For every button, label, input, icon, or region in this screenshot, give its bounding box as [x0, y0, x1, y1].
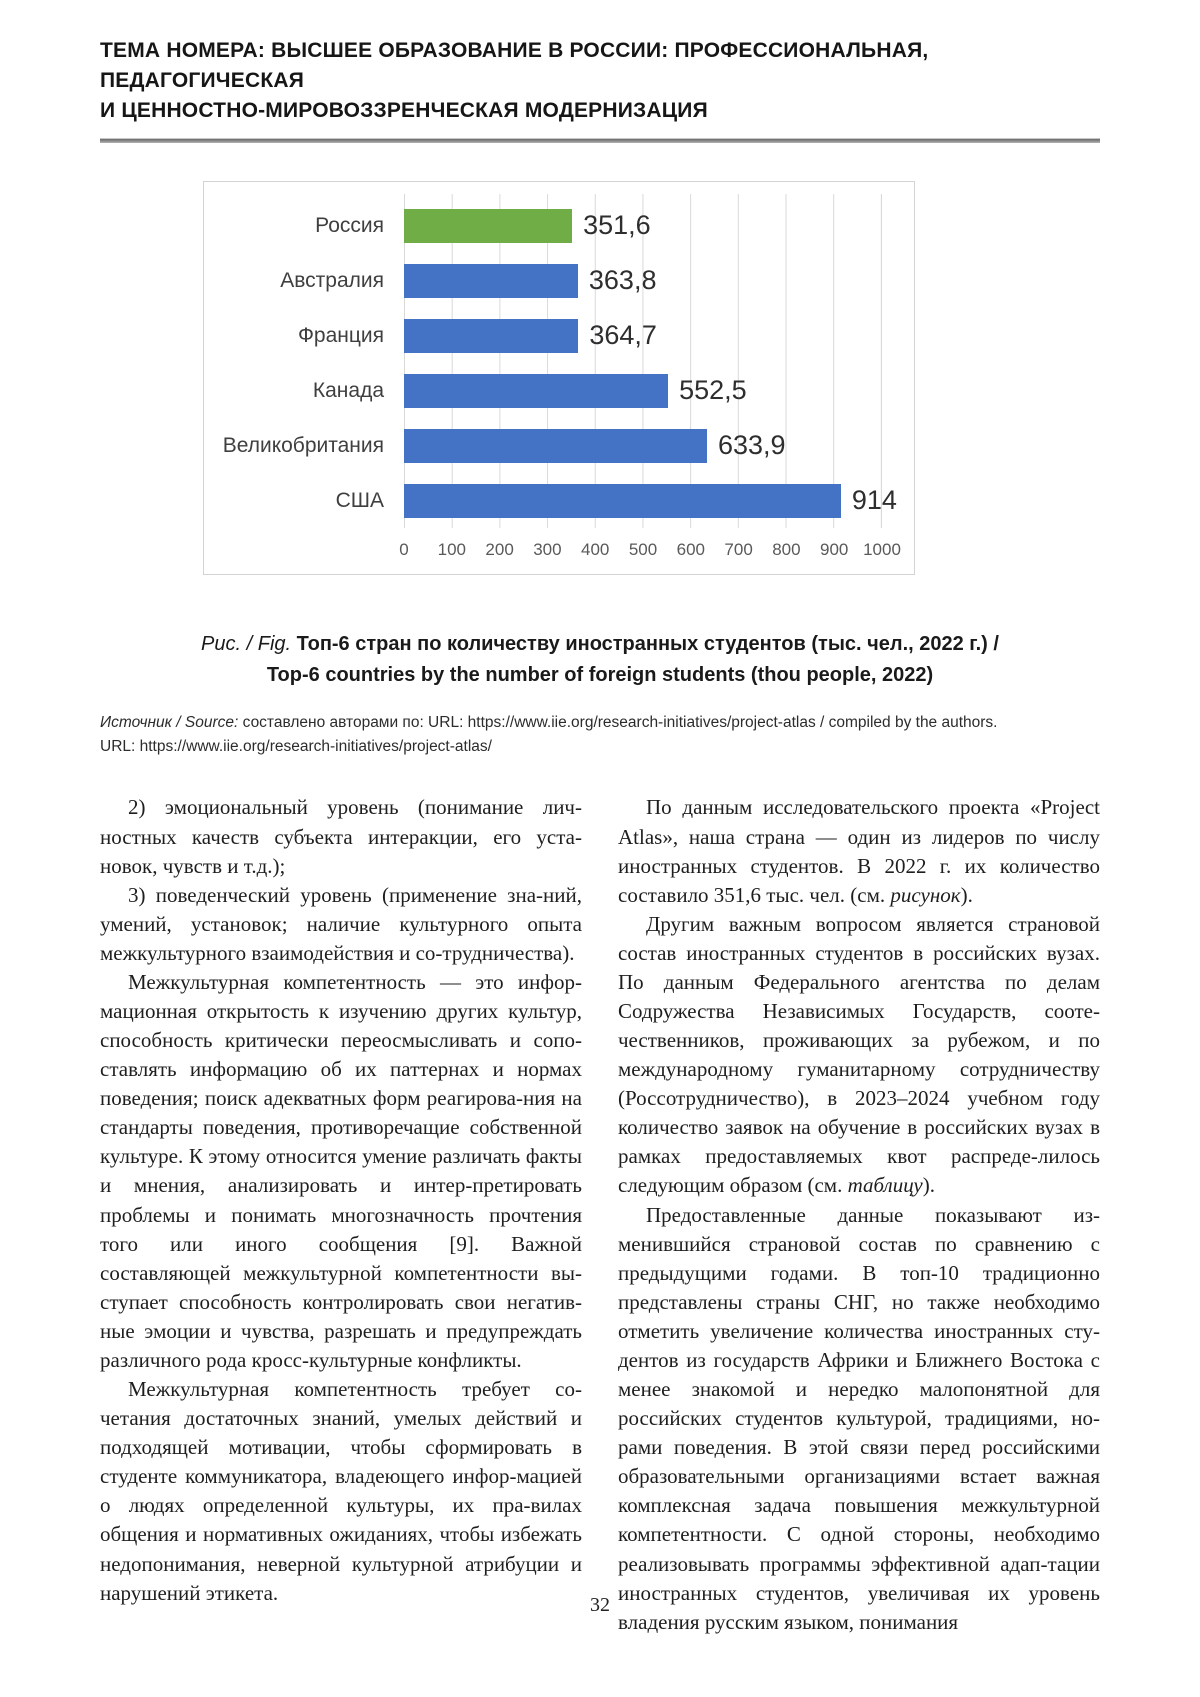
x-tick-label: 200 — [485, 540, 514, 560]
caption-text-ru: Топ-6 стран по количеству иностранных ст… — [296, 633, 999, 656]
paragraph: По данным исследовательского проекта «Pr… — [618, 793, 1100, 909]
paragraph: Межкультурная компетентность требует со-… — [100, 1375, 582, 1608]
paragraph: Другим важным вопросом является страново… — [618, 910, 1100, 1201]
figure-caption: Рис. / Fig. Топ-6 стран по количеству ин… — [100, 629, 1100, 691]
paragraph: Межкультурная компетентность — это инфор… — [100, 968, 582, 1375]
x-tick-label: 900 — [820, 540, 849, 560]
data-label: 351,6 — [583, 210, 651, 241]
category-label: Великобритания — [222, 433, 384, 457]
page-number: 32 — [590, 1594, 610, 1616]
caption-prefix: Рис. / Fig. — [201, 633, 297, 656]
bar-track: 552,5 — [404, 363, 882, 418]
x-tick-label: 800 — [772, 540, 801, 560]
source-text: составлено авторами по: URL: https://www… — [242, 714, 998, 732]
paragraph: Предоставленные данные показывают из-мен… — [618, 1201, 1100, 1637]
data-label: 633,9 — [718, 430, 786, 461]
left-column: 2) эмоциональный уровень (понимание лич-… — [100, 793, 582, 1636]
category-label: Франция — [297, 323, 384, 347]
caption-line-1: Рис. / Fig. Топ-6 стран по количеству ин… — [100, 629, 1100, 660]
header-line-2: И ЦЕННОСТНО-МИРОВОЗЗРЕНЧЕСКАЯ МОДЕРНИЗАЦ… — [100, 98, 708, 122]
bar-track: 914 — [404, 473, 897, 528]
chart-bar-row: Канада 552,5 — [216, 363, 882, 418]
x-tick-label: 400 — [581, 540, 610, 560]
source-label: Источник / Source: — [100, 714, 243, 732]
text-segment: 2) эмоциональный уровень (понимание лич-… — [100, 795, 582, 878]
text-segment: Межкультурная компетентность — это инфор… — [100, 969, 582, 1372]
data-bar — [404, 318, 579, 353]
data-bar — [404, 208, 573, 243]
text-segment: Межкультурная компетентность требует со-… — [100, 1377, 582, 1605]
text-segment: Другим важным вопросом является страново… — [618, 911, 1100, 1198]
category-label: США — [335, 488, 384, 512]
italic-reference: рисунок — [890, 882, 961, 907]
category-label: Россия — [315, 213, 384, 237]
bar-track: 363,8 — [404, 253, 882, 308]
italic-reference: таблицу — [847, 1173, 923, 1198]
x-axis: 0 100 200 300 400 500 600 700 800 900 1000 — [399, 528, 901, 568]
caption-text-en: Top-6 countries by the number of foreign… — [266, 664, 934, 687]
chart-bar-row: Россия 351,6 — [216, 198, 882, 253]
header-line-1: ТЕМА НОМЕРА: ВЫСШЕЕ ОБРАЗОВАНИЕ В РОССИИ… — [100, 39, 929, 92]
text-segment: ). — [922, 1173, 936, 1198]
chart-rows: Россия 351,6 Австралия 363,8 Франция 364,7 Кан… — [216, 198, 897, 528]
chart-bar-row: Австралия 363,8 — [216, 253, 882, 308]
category-label: Канада — [312, 378, 384, 402]
figure-source: Источник / Source: составлено авторами п… — [100, 711, 1100, 759]
x-tick-label: 600 — [676, 540, 705, 560]
x-tick-label: 300 — [533, 540, 562, 560]
x-tick-label: 500 — [628, 540, 658, 560]
body-text: 2) эмоциональный уровень (понимание лич-… — [100, 793, 1100, 1636]
source-url: URL: https://www.iie.org/research-initia… — [100, 738, 492, 756]
data-bar — [404, 263, 578, 298]
data-label: 914 — [851, 485, 897, 516]
data-bar — [404, 428, 707, 463]
x-tick-label: 700 — [724, 540, 753, 560]
bar-track: 364,7 — [404, 308, 882, 363]
x-tick-label: 0 — [399, 540, 409, 560]
text-segment: ). — [960, 882, 973, 907]
data-label: 363,8 — [588, 265, 657, 296]
bar-track: 633,9 — [404, 418, 882, 473]
bar-chart: Россия 351,6 Австралия 363,8 Франция 364,7 Кан… — [203, 181, 915, 576]
category-label: Австралия — [280, 268, 384, 292]
data-bar — [404, 483, 841, 518]
paragraph: 3) поведенческий уровень (применение зна… — [100, 881, 582, 968]
header-divider — [100, 138, 1100, 144]
text-segment: Предоставленные данные показывают из-мен… — [618, 1202, 1100, 1634]
right-column: По данным исследовательского проекта «Pr… — [618, 793, 1100, 1636]
text-segment: 3) поведенческий уровень (применение зна… — [100, 882, 582, 965]
chart-bar-row: Великобритания 633,9 — [216, 418, 882, 473]
paragraph: 2) эмоциональный уровень (понимание лич-… — [100, 793, 582, 880]
chart-bar-row: США 914 — [216, 473, 897, 528]
data-label: 364,7 — [589, 320, 657, 351]
x-tick-label: 100 — [437, 540, 466, 560]
chart-bar-row: Франция 364,7 — [216, 308, 882, 363]
chart-plot-area: Россия 351,6 Австралия 363,8 Франция 364,7 Кан… — [216, 194, 897, 529]
bar-track: 351,6 — [404, 198, 882, 253]
gridlines — [404, 194, 882, 529]
data-label: 552,5 — [679, 375, 747, 406]
page-header: ТЕМА НОМЕРА: ВЫСШЕЕ ОБРАЗОВАНИЕ В РОССИИ… — [100, 36, 1100, 125]
data-bar — [404, 373, 669, 408]
text-segment: По данным исследовательского проекта «Pr… — [618, 795, 1100, 907]
x-tick-label: 1000 — [863, 540, 901, 560]
